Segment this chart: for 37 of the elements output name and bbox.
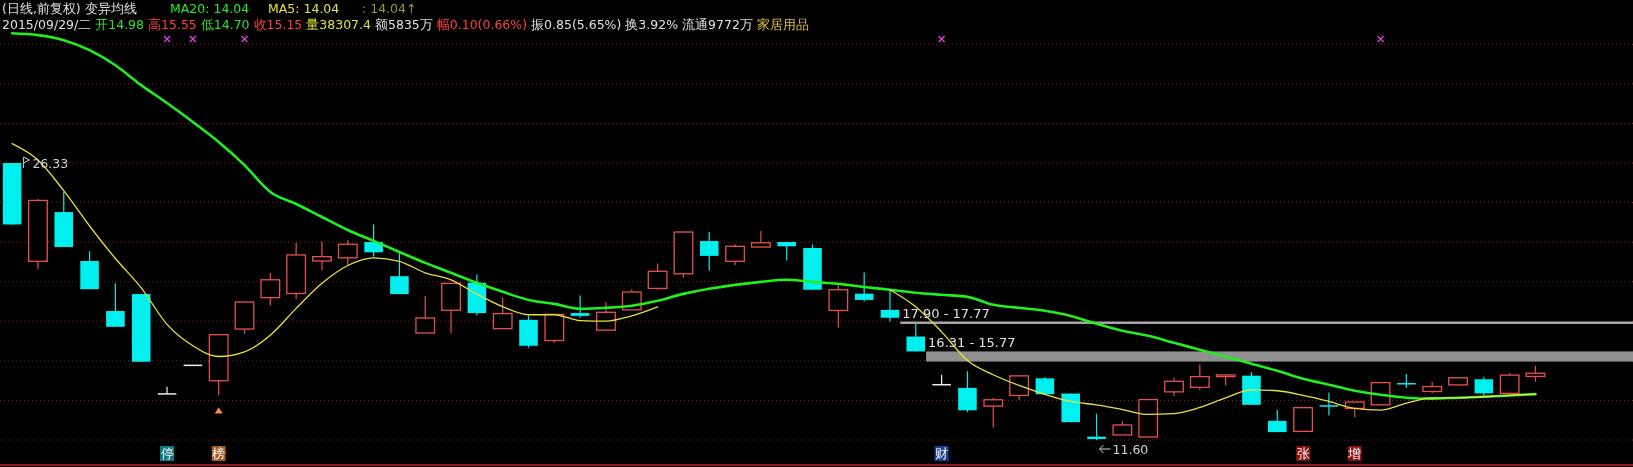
- candlestick: [1189, 363, 1210, 391]
- text: 11.60: [1112, 441, 1149, 457]
- candlestick: [880, 290, 900, 323]
- candlestick: [1009, 375, 1030, 401]
- candlestick: [750, 230, 771, 248]
- text: 榜: [212, 446, 226, 461]
- chart-title: (日线,前复权) 变异均线: [2, 1, 137, 16]
- candlestick: [337, 239, 358, 267]
- candlestick: [596, 301, 616, 331]
- candlestick: [725, 243, 746, 266]
- candlestick: [958, 370, 977, 413]
- candlestick: [828, 285, 849, 329]
- candlestick: [854, 271, 874, 303]
- text: 张: [1296, 446, 1310, 461]
- candlestick: [647, 262, 668, 291]
- text: : 14.04↑: [362, 1, 417, 16]
- candlestick: [699, 231, 719, 272]
- candlestick: [983, 397, 1004, 429]
- candlestick: [570, 294, 590, 319]
- text: MA5: 14.04: [268, 1, 340, 16]
- text: MA20: 14.04: [170, 1, 250, 16]
- candlestick: [1164, 377, 1184, 397]
- text: 增: [1347, 446, 1362, 461]
- candlestick: [492, 297, 513, 330]
- candlestick: [1293, 407, 1314, 432]
- candlestick: [106, 282, 125, 328]
- text: 财: [935, 446, 949, 461]
- candlestick: [906, 323, 926, 353]
- candlestick: [260, 272, 281, 307]
- candlestick: [1319, 392, 1339, 417]
- candlestick: [157, 386, 178, 395]
- candlestick: [415, 295, 436, 334]
- candlestick: [390, 252, 409, 295]
- text: 停: [160, 446, 174, 461]
- candlestick: [1474, 376, 1494, 397]
- candlestick: [312, 241, 332, 271]
- text: 2015/09/29/二 开14.98 高15.55 低14.70 收15.15 量38307.4 额5835万 幅0.10(0.66%) 振0.85(5.65%) 换3.92% 流通9772万 家居用品: [2, 17, 809, 32]
